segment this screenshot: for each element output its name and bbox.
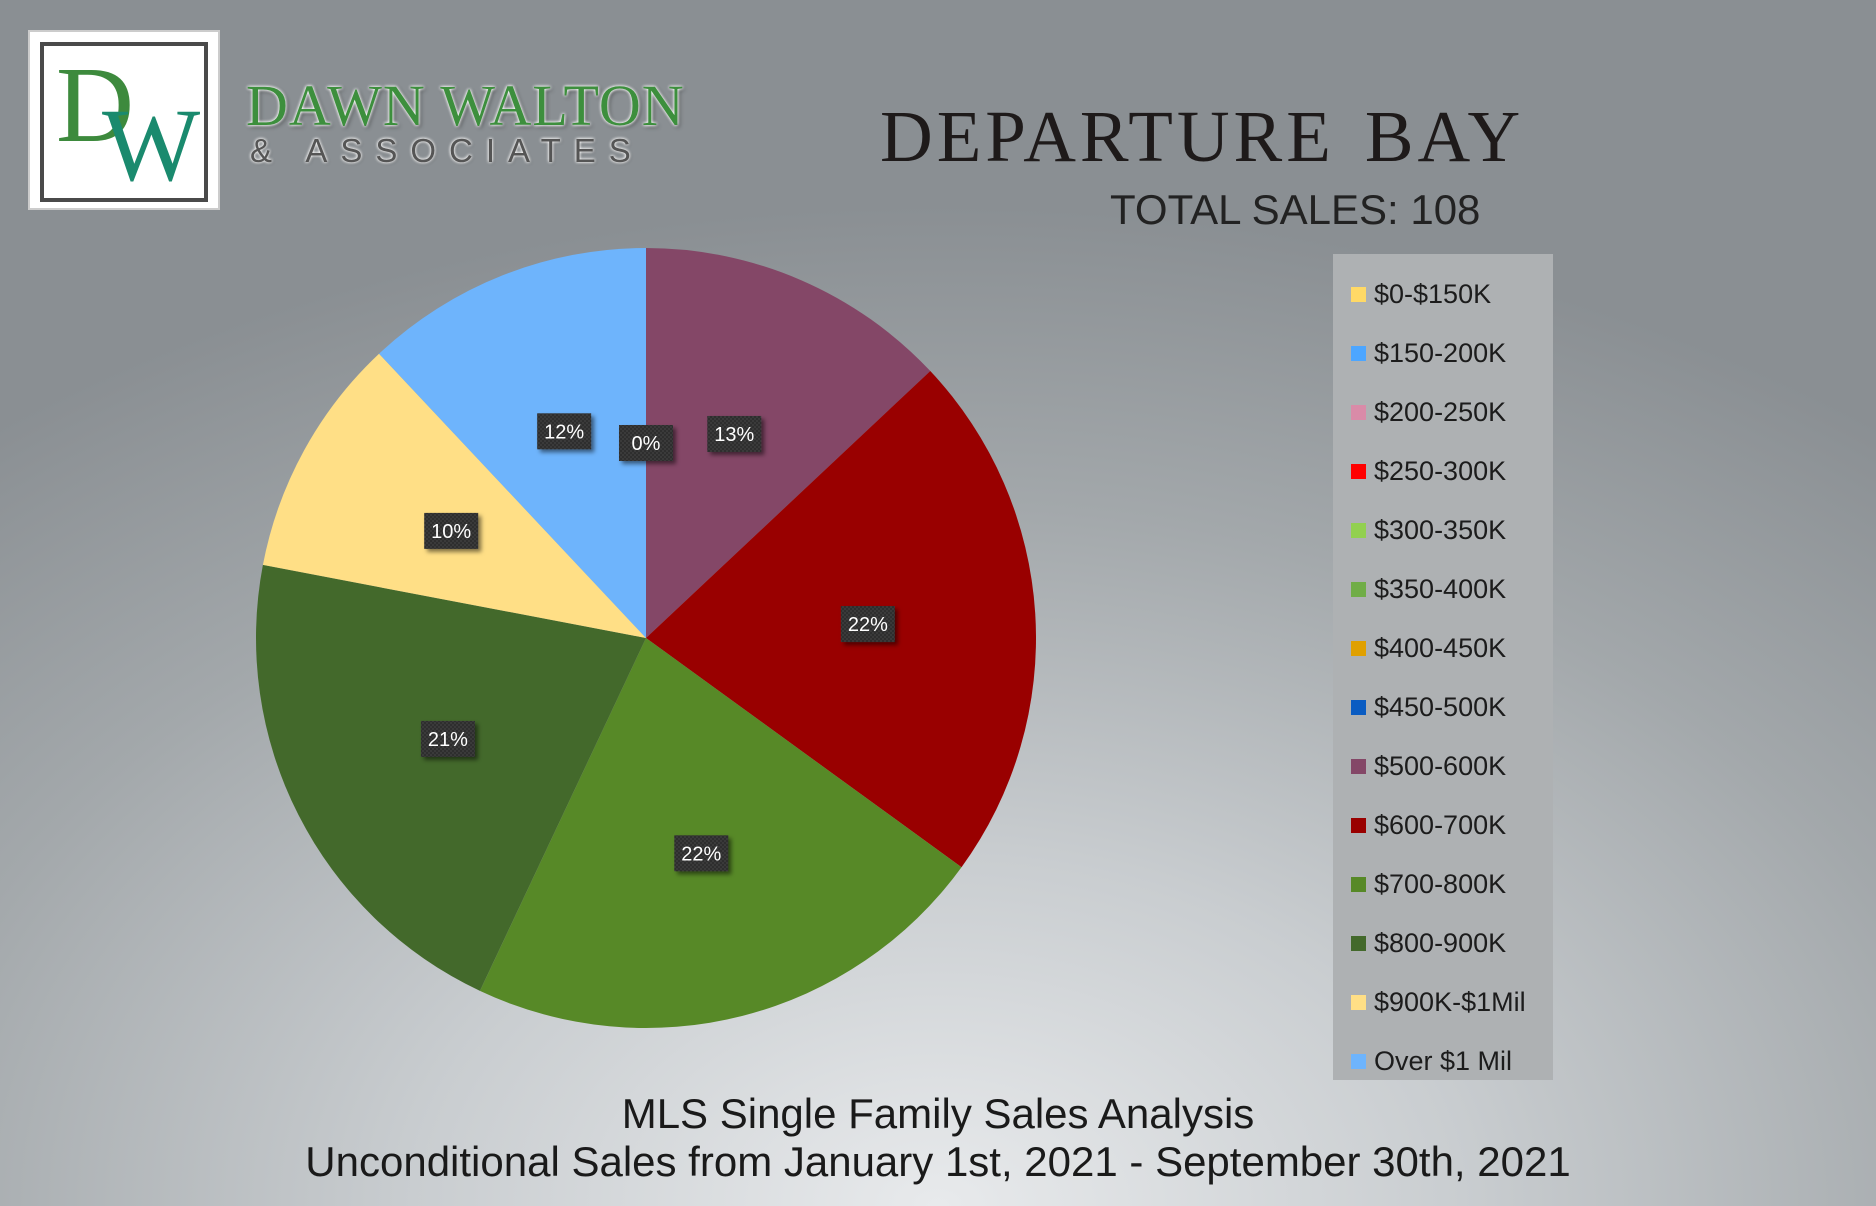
data-label-box bbox=[424, 512, 479, 549]
legend-label: $700-800K bbox=[1374, 868, 1507, 899]
brand-name: DAWN WALTON bbox=[246, 73, 685, 138]
legend-item-600-700k: $600-700K bbox=[1351, 805, 1506, 845]
footer-title: MLS Single Family Sales Analysis bbox=[621, 1090, 1255, 1137]
total-sales: TOTAL SALES: 108 bbox=[1110, 186, 1481, 233]
legend-item-350-400k: $350-400K bbox=[1351, 569, 1506, 609]
legend-swatch bbox=[1351, 581, 1366, 597]
legend-swatch bbox=[1351, 463, 1366, 479]
legend-item-150-200k: $150-200K bbox=[1351, 333, 1506, 373]
legend-label: $200-250K bbox=[1374, 396, 1507, 427]
pie-slice-over-1-mil bbox=[379, 248, 646, 638]
legend-item-400-450k: $400-450K bbox=[1351, 628, 1506, 668]
legend-label: $350-400K bbox=[1374, 573, 1507, 604]
data-label-box bbox=[674, 835, 729, 872]
legend-label: $800-900K bbox=[1374, 927, 1507, 958]
logo-frame: D W bbox=[40, 42, 208, 202]
pie-slice-800-900k bbox=[256, 564, 646, 991]
legend-item-300-350k: $300-350K bbox=[1351, 510, 1506, 550]
legend-label: $450-500K bbox=[1374, 691, 1507, 722]
data-label-box bbox=[619, 425, 673, 461]
legend-swatch bbox=[1351, 817, 1366, 833]
legend: $0-$150K $150-200K $200-250K $250-300K $300-… bbox=[1333, 254, 1553, 1080]
legend-label: Over $1 Mil bbox=[1374, 1045, 1513, 1076]
legend-item-900k-1mil: $900K-$1Mil bbox=[1351, 982, 1526, 1022]
logo-letter-w: W bbox=[102, 88, 201, 202]
legend-item-800-900k: $800-900K bbox=[1351, 923, 1506, 963]
data-label-box bbox=[707, 415, 762, 452]
legend-item-700-800k: $700-800K bbox=[1351, 864, 1506, 904]
legend-swatch bbox=[1351, 640, 1366, 656]
legend-label: $300-350K bbox=[1374, 514, 1507, 545]
legend-label: $400-450K bbox=[1374, 632, 1507, 663]
logo-letter-d: D bbox=[56, 46, 134, 165]
legend-item-over-1-mil: Over $1 Mil bbox=[1351, 1041, 1512, 1081]
data-label-box bbox=[840, 606, 895, 643]
legend-item-450-500k: $450-500K bbox=[1351, 687, 1506, 727]
data-label-text: 10% bbox=[431, 521, 471, 543]
data-label-800-900k: 21% bbox=[420, 720, 475, 757]
legend-label: $500-600K bbox=[1374, 750, 1507, 781]
brand-subname: & ASSOCIATES bbox=[250, 132, 644, 169]
data-label-600-700k: 22% bbox=[840, 606, 895, 643]
data-label-box bbox=[537, 413, 592, 450]
legend-label: $600-700K bbox=[1374, 809, 1507, 840]
legend-item-500-600k: $500-600K bbox=[1351, 746, 1506, 786]
pie-slices bbox=[256, 248, 1036, 1028]
pie-slice-700-800k bbox=[479, 638, 962, 1028]
legend-label: $0-$150K bbox=[1374, 278, 1492, 309]
data-label-text: 0% bbox=[632, 433, 661, 455]
data-label-text: 22% bbox=[848, 614, 888, 636]
legend-swatch bbox=[1351, 286, 1366, 302]
pie-data-labels: 0% 13% 22% 22% 21% 10% 12% bbox=[420, 413, 895, 872]
legend-swatch bbox=[1351, 699, 1366, 715]
legend-swatch bbox=[1351, 935, 1366, 951]
pie-slice-900k-1mil bbox=[262, 353, 646, 638]
legend-item-250-300k: $250-300K bbox=[1351, 451, 1506, 491]
pie-slice-500-600k bbox=[646, 248, 931, 638]
legend-swatch bbox=[1351, 1053, 1366, 1069]
legend-item-0-150k: $0-$150K bbox=[1351, 274, 1491, 314]
legend-swatch bbox=[1351, 876, 1366, 892]
legend-swatch bbox=[1351, 994, 1366, 1010]
data-label-700-800k: 22% bbox=[674, 835, 729, 872]
legend-label: $250-300K bbox=[1374, 455, 1507, 486]
data-label-text: 22% bbox=[681, 843, 721, 865]
legend-item-200-250k: $200-250K bbox=[1351, 392, 1506, 432]
data-label-text: 12% bbox=[544, 421, 584, 443]
legend-swatch bbox=[1351, 522, 1366, 538]
data-label-900k-1mil: 10% bbox=[424, 512, 479, 549]
data-label-450-500k: 0% bbox=[619, 425, 673, 461]
legend-swatch bbox=[1351, 404, 1366, 420]
logo: D W bbox=[30, 32, 218, 208]
legend-label: $150-200K bbox=[1374, 337, 1507, 368]
page-title: Departure Bay bbox=[880, 69, 1525, 184]
footer-subtitle: Unconditional Sales from January 1st, 20… bbox=[305, 1138, 1571, 1185]
legend-swatch bbox=[1351, 758, 1366, 774]
legend-swatch bbox=[1351, 345, 1366, 361]
data-label-500-600k: 13% bbox=[707, 415, 762, 452]
data-label-text: 21% bbox=[428, 729, 468, 751]
legend-label: $900K-$1Mil bbox=[1374, 986, 1526, 1017]
data-label-text: 13% bbox=[714, 424, 754, 446]
data-label-over-1-mil: 12% bbox=[537, 413, 592, 450]
data-label-box bbox=[420, 720, 475, 757]
